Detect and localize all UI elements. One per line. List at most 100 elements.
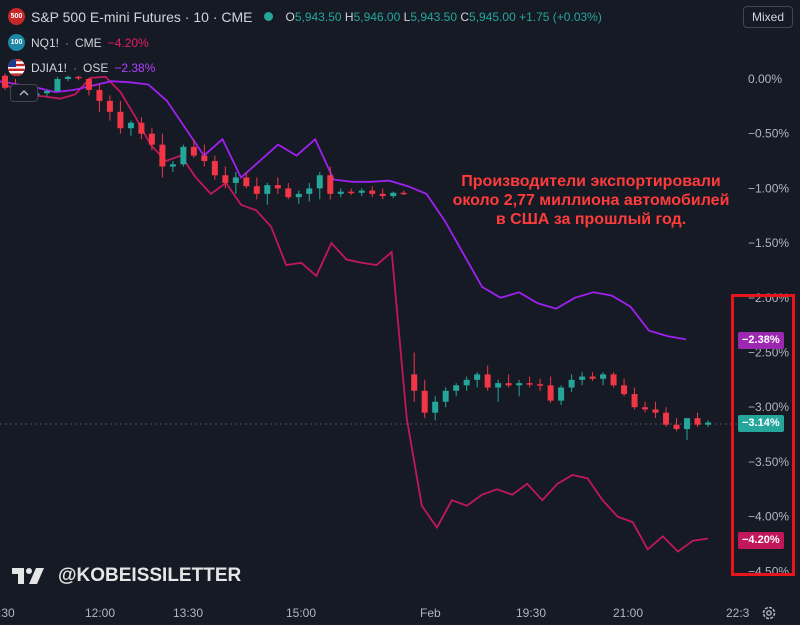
candle-body <box>243 177 250 187</box>
x-tick-label: 21:00 <box>613 606 643 620</box>
candle-body <box>621 385 628 395</box>
y-tick-label: −3.00% <box>748 400 789 414</box>
candle-body <box>2 75 8 88</box>
price-axis[interactable]: 0.00%−0.50%−1.00%−1.50%−2.00%−2.50%−3.00… <box>748 72 789 578</box>
candle-body <box>159 144 166 167</box>
candle-body <box>432 401 439 413</box>
djia-change: −2.38% <box>114 60 156 75</box>
candle-body <box>106 100 113 112</box>
candle-body <box>127 122 134 129</box>
y-tick-label: −1.00% <box>748 181 789 195</box>
candle-body <box>579 376 586 380</box>
candle-body <box>379 193 386 197</box>
nq-symbol-badge: 100 <box>8 34 25 51</box>
close-label: C <box>460 9 470 24</box>
candle-body <box>652 409 659 413</box>
es-candlesticks <box>2 73 711 441</box>
candle-body <box>537 384 544 386</box>
nq-symbol-legend[interactable]: 100 NQ1! · CME −4.20% <box>8 34 149 51</box>
candle-body <box>390 192 397 197</box>
x-tick-label: 19:30 <box>516 606 546 620</box>
scale-mode-button[interactable]: Mixed <box>743 6 793 28</box>
candle-body <box>190 146 197 156</box>
collapse-legend-button[interactable] <box>10 84 38 102</box>
y-tick-label: −0.50% <box>748 127 789 141</box>
candle-body <box>610 374 617 386</box>
candle-body <box>694 418 701 425</box>
chevron-up-icon <box>19 89 29 96</box>
candle-body <box>663 412 670 425</box>
candle-body <box>285 188 292 198</box>
tradingview-logo-icon <box>12 568 44 584</box>
y-tick-label: −3.50% <box>748 455 789 469</box>
candle-body <box>222 175 229 183</box>
main-symbol-title[interactable]: S&P 500 E-mini Futures · 10 · CME <box>31 8 253 25</box>
candle-body <box>631 394 638 408</box>
candle-body <box>568 379 575 388</box>
main-symbol-legend[interactable]: 500 S&P 500 E-mini Futures · 10 · CME O5… <box>8 8 602 25</box>
es-symbol-badge: 500 <box>8 8 25 25</box>
change-value: +1.75 (+0.03%) <box>519 9 602 24</box>
candle-body <box>274 185 281 189</box>
nq-symbol[interactable]: NQ1! <box>31 35 60 50</box>
candle-body <box>96 89 103 101</box>
candle-body <box>327 175 334 194</box>
y-tick-label: −1.50% <box>748 236 789 250</box>
djia-symbol-legend[interactable]: DJIA1! · OSE −2.38% <box>8 59 155 76</box>
y-tick-label: 0.00% <box>748 72 782 86</box>
candle-body <box>85 79 92 90</box>
nq-series-line <box>0 75 709 553</box>
candle-body <box>306 188 313 194</box>
candle-body <box>505 383 512 386</box>
candle-body <box>358 190 365 193</box>
x-tick-label: 13:30 <box>173 606 203 620</box>
candle-body <box>169 164 176 167</box>
candle-body <box>180 146 187 165</box>
candle-body <box>474 374 481 380</box>
candle-body <box>232 177 239 183</box>
candle-body <box>75 76 82 79</box>
open-value: 5,943.50 <box>294 9 342 24</box>
y-tick-label: −4.00% <box>748 510 789 524</box>
market-open-indicator <box>264 12 274 21</box>
candle-body <box>316 175 323 189</box>
settings-gear-icon[interactable] <box>761 605 777 621</box>
djia-symbol[interactable]: DJIA1! <box>31 60 68 75</box>
nq-change: −4.20% <box>107 35 149 50</box>
close-value: 5,945.00 <box>469 9 516 24</box>
candle-body <box>211 161 218 176</box>
watermark: @KOBEISSILETTER <box>12 565 241 587</box>
djia-separator: · <box>73 60 78 75</box>
candle-body <box>484 374 491 388</box>
highlight-box <box>731 294 795 576</box>
candle-body <box>400 192 407 195</box>
candle-body <box>526 383 533 385</box>
us-flag-icon <box>8 59 25 76</box>
y-tick-label: −2.50% <box>748 346 789 360</box>
candle-body <box>295 193 302 198</box>
open-label: O <box>285 9 295 24</box>
candle-body <box>148 133 155 145</box>
watermark-handle: @KOBEISSILETTER <box>58 565 242 586</box>
djia-exchange: OSE <box>83 60 109 75</box>
high-label: H <box>344 9 354 24</box>
candle-body <box>589 376 596 379</box>
candle-body <box>684 418 691 430</box>
time-axis[interactable]: :30 12:00 13:30 15:00 Feb 19:30 21:00 22:3 <box>0 606 750 620</box>
candle-body <box>369 190 376 194</box>
candle-body <box>705 422 711 425</box>
candle-body <box>673 424 680 430</box>
candle-body <box>43 91 50 94</box>
djia-series-line <box>0 80 687 341</box>
series-path <box>0 80 687 341</box>
candle-body <box>411 374 418 391</box>
candle-body <box>337 191 344 194</box>
candle-body <box>117 111 124 129</box>
candle-body <box>54 79 61 92</box>
low-value: 5,943.50 <box>410 9 458 24</box>
nq-separator: · <box>65 35 70 50</box>
candle-body <box>442 390 449 402</box>
candle-body <box>547 385 554 401</box>
candle-body <box>495 383 502 388</box>
